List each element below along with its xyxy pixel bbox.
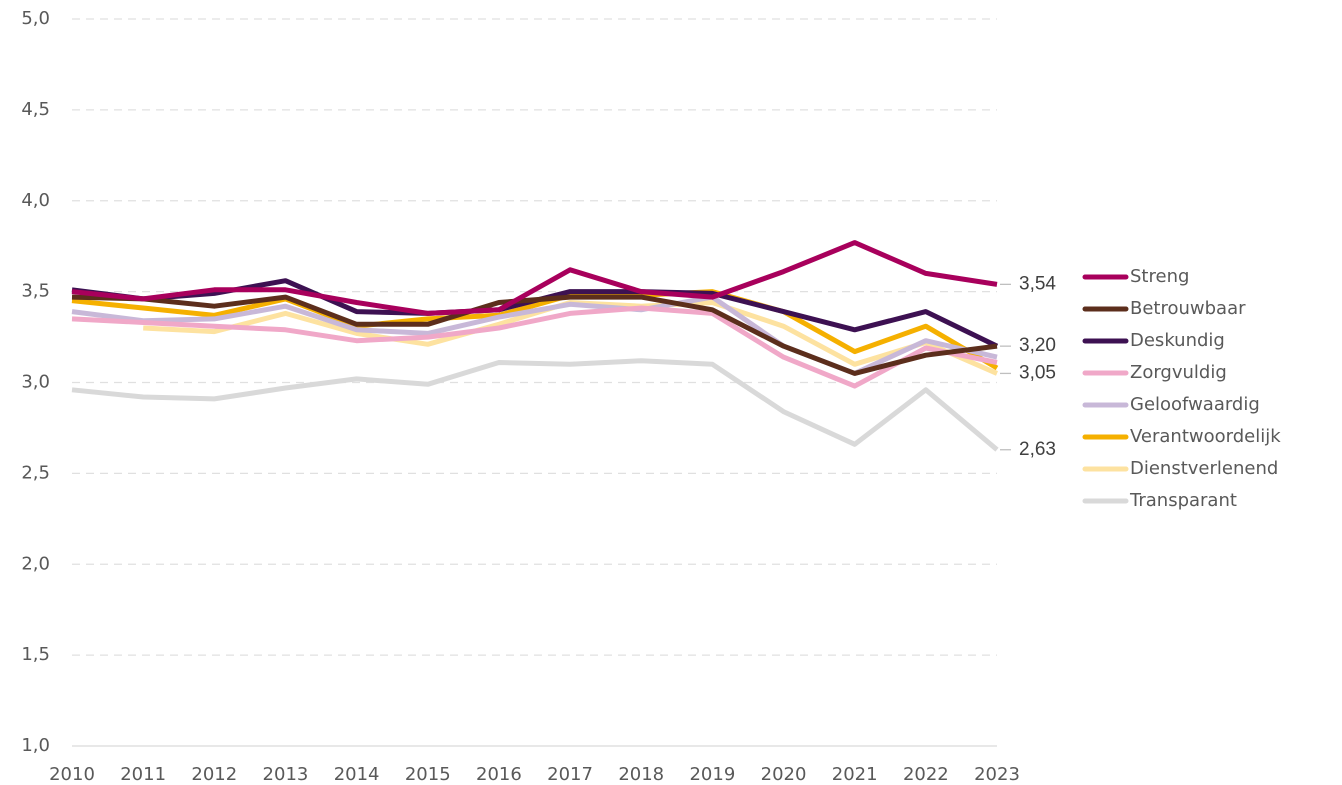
x-tick-label: 2021 xyxy=(832,764,878,785)
y-tick-label: 4,0 xyxy=(21,190,50,211)
legend-label: Deskundig xyxy=(1130,330,1225,351)
x-tick-label: 2020 xyxy=(761,764,807,785)
value-label: 3,54 xyxy=(1019,273,1056,294)
legend-label: Streng xyxy=(1130,266,1189,287)
x-tick-label: 2022 xyxy=(903,764,949,785)
x-tick-label: 2018 xyxy=(618,764,664,785)
value-label: 3,05 xyxy=(1019,362,1056,383)
y-tick-label: 4,5 xyxy=(21,99,50,120)
x-tick-label: 2017 xyxy=(547,764,593,785)
y-tick-label: 1,0 xyxy=(21,735,50,756)
legend-label: Zorgvuldig xyxy=(1130,362,1227,383)
series-line xyxy=(71,289,999,371)
y-tick-label: 2,5 xyxy=(21,462,50,483)
legend-label: Transparant xyxy=(1129,490,1237,511)
x-tick-label: 2013 xyxy=(263,764,309,785)
x-tick-label: 2012 xyxy=(191,764,237,785)
y-tick-label: 5,0 xyxy=(21,8,50,29)
x-tick-label: 2011 xyxy=(120,764,166,785)
y-tick-label: 3,0 xyxy=(21,372,50,393)
series-line xyxy=(71,294,998,376)
x-tick-label: 2010 xyxy=(49,764,95,785)
x-tick-label: 2015 xyxy=(405,764,451,785)
y-tick-label: 3,5 xyxy=(21,281,50,302)
y-tick-label: 1,5 xyxy=(21,644,50,665)
y-tick-label: 2,0 xyxy=(21,553,50,574)
series-line xyxy=(71,240,998,316)
value-label: 2,63 xyxy=(1019,439,1056,460)
x-tick-label: 2016 xyxy=(476,764,522,785)
legend-label: Betrouwbaar xyxy=(1130,298,1246,319)
x-tick-label: 2014 xyxy=(334,764,380,785)
series-line xyxy=(71,305,998,389)
value-label: 3,20 xyxy=(1019,335,1056,356)
x-tick-label: 2019 xyxy=(689,764,735,785)
legend-label: Verantwoordelijk xyxy=(1130,426,1281,447)
legend-label: Dienstverlenend xyxy=(1130,458,1278,479)
legend-label: Geloofwaardig xyxy=(1130,394,1260,415)
x-tick-label: 2023 xyxy=(974,764,1020,785)
series-line xyxy=(71,358,999,452)
